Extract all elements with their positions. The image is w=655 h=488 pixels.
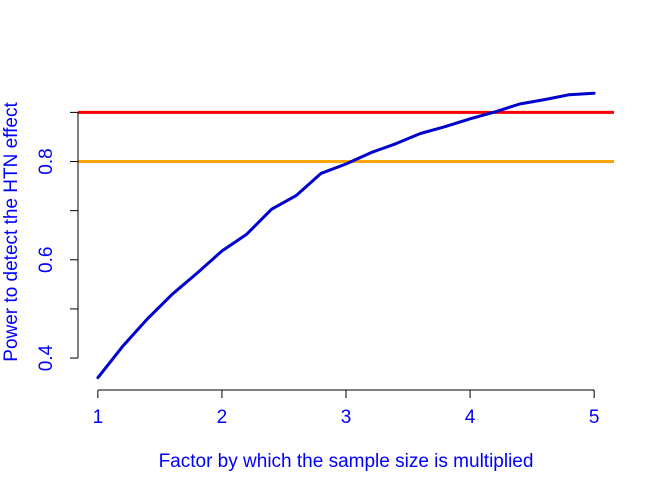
series-layer (96, 91, 596, 380)
y-axis-title: Power to detect the HTN effect (1, 102, 22, 362)
y-tick-label: 0.8 (36, 148, 57, 174)
axes: 1 2 3 4 5 0.4 0.6 0.8 (36, 111, 600, 428)
x-tick-label: 4 (465, 407, 476, 428)
y-tick-label: 0.6 (36, 247, 57, 273)
y-axis-ticks: 0.4 0.6 0.8 (36, 111, 78, 371)
x-axis-ticks: 1 2 3 4 5 (93, 390, 600, 428)
x-tick-label: 5 (589, 407, 600, 428)
x-tick-label: 1 (93, 407, 104, 428)
x-tick-label: 2 (217, 407, 228, 428)
x-axis-title: Factor by which the sample size is multi… (159, 451, 534, 472)
x-tick-label: 3 (341, 407, 352, 428)
reference-lines (78, 110, 614, 164)
y-tick-label: 0.4 (36, 344, 57, 371)
power-curve (96, 91, 596, 380)
